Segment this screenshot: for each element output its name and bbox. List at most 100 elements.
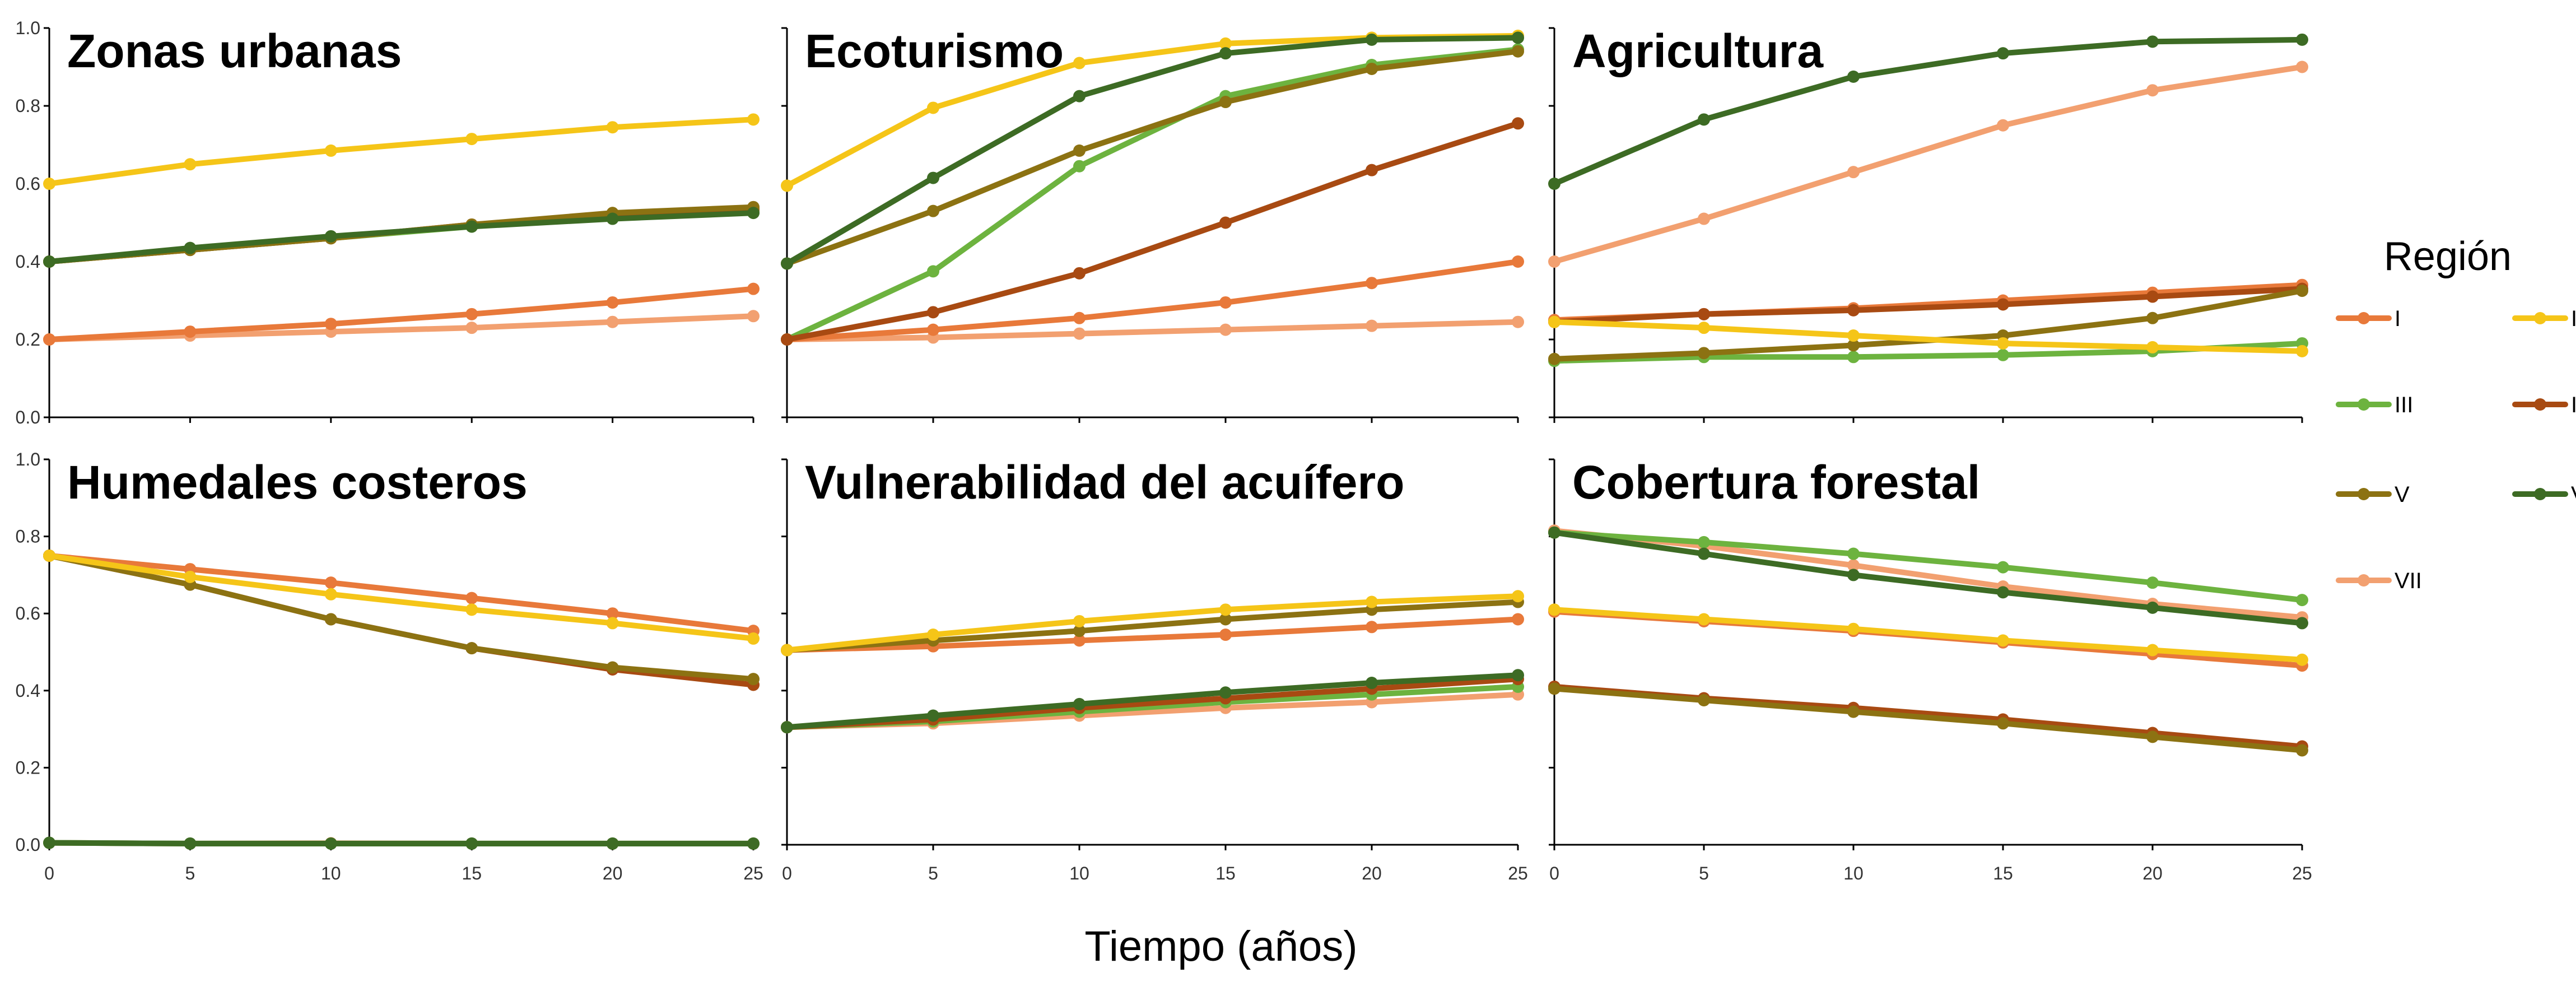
y-tick-label: 0.8 (16, 96, 40, 116)
data-point (2146, 576, 2159, 589)
x-tick-label: 10 (1843, 863, 1864, 883)
series-VII (43, 310, 760, 346)
data-point (1219, 686, 1232, 699)
data-point (1698, 322, 1710, 334)
data-point (1512, 255, 1524, 268)
legend-swatch-marker (2358, 312, 2370, 324)
data-point (1073, 634, 1086, 647)
data-point (927, 709, 939, 722)
data-point (1698, 347, 1710, 360)
data-point (2296, 653, 2308, 666)
y-tick-label: 1.0 (16, 18, 40, 38)
series-line (46, 553, 756, 682)
series-line (1552, 319, 2305, 354)
data-point (1847, 339, 1860, 352)
series-line (784, 35, 1521, 267)
series-I (781, 255, 1524, 346)
data-point (1847, 166, 1860, 179)
data-point (1219, 296, 1232, 309)
series-II (781, 590, 1524, 657)
data-point (1219, 96, 1232, 109)
data-point (1847, 569, 1860, 581)
series-line (784, 120, 1521, 342)
data-point (1366, 319, 1378, 332)
panel-title: Cobertura forestal (1572, 456, 1980, 509)
series-II (43, 113, 760, 190)
y-tick-label: 0.2 (16, 329, 40, 350)
series-line (46, 840, 756, 846)
data-point (781, 721, 793, 734)
series-line (1552, 608, 2305, 669)
series-VII (1548, 60, 2308, 268)
data-point (1548, 682, 1560, 695)
x-tick-label: 0 (782, 863, 792, 883)
data-point (465, 308, 478, 320)
series-line (46, 313, 756, 342)
data-point (1997, 561, 2009, 574)
data-point (1073, 311, 1086, 324)
legend: Región IIIIIIIVVVIVII (2336, 234, 2576, 593)
data-point (781, 644, 793, 657)
legend-swatch-marker (2358, 398, 2370, 411)
data-point (781, 333, 793, 346)
data-point (2146, 644, 2159, 657)
data-point (1366, 33, 1378, 46)
data-point (1366, 62, 1378, 75)
data-point (1548, 255, 1560, 268)
series-VI (1548, 526, 2308, 630)
x-tick-label: 25 (743, 863, 763, 883)
legend-label: I (2395, 306, 2401, 331)
data-point (747, 113, 760, 126)
data-point (1073, 57, 1086, 69)
series-IV (781, 117, 1524, 346)
data-point (1366, 595, 1378, 608)
x-tick-label: 10 (1069, 863, 1089, 883)
data-point (1548, 352, 1560, 365)
data-point (1698, 547, 1710, 560)
data-point (1698, 212, 1710, 225)
data-point (747, 837, 760, 850)
data-point (606, 212, 619, 225)
data-point (465, 837, 478, 850)
legend-item-VII: VII (2336, 569, 2422, 593)
panel-zonas-urbanas: 0.0 0.2 0.4 0.6 0.8 1.0 Zonas urbanas (16, 18, 760, 427)
data-point (606, 661, 619, 674)
data-point (465, 603, 478, 616)
series-VI (781, 31, 1524, 270)
data-point (1997, 717, 2009, 730)
series-V (43, 550, 760, 686)
series-III (1548, 526, 2308, 607)
y-tick-label: 0.8 (16, 527, 40, 547)
data-point (1847, 304, 1860, 317)
data-point (747, 310, 760, 323)
panel-title: Agricultura (1572, 25, 1824, 77)
data-point (2146, 311, 2159, 324)
series-line (46, 286, 756, 342)
data-point (1512, 117, 1524, 130)
data-point (747, 207, 760, 220)
data-point (1073, 327, 1086, 340)
data-point (606, 607, 619, 620)
series-line (1552, 528, 2305, 621)
data-point (43, 550, 55, 562)
data-point (781, 257, 793, 270)
data-point (1847, 70, 1860, 83)
series-line (784, 599, 1521, 653)
series-line (46, 553, 756, 641)
data-point (1366, 164, 1378, 176)
series-line (1552, 529, 2305, 626)
data-point (2296, 744, 2308, 757)
series-II (1548, 315, 2308, 357)
x-tick-label: 15 (462, 863, 482, 883)
data-point (606, 315, 619, 328)
legend-swatch-marker (2534, 312, 2546, 324)
legend-swatch-marker (2358, 574, 2370, 587)
data-point (2146, 601, 2159, 614)
series-line (1552, 529, 2305, 603)
data-point (927, 323, 939, 336)
series-I (43, 282, 760, 346)
series-line (784, 676, 1521, 730)
y-tick-label: 0.0 (16, 407, 40, 427)
data-point (606, 296, 619, 309)
data-point (1073, 144, 1086, 157)
